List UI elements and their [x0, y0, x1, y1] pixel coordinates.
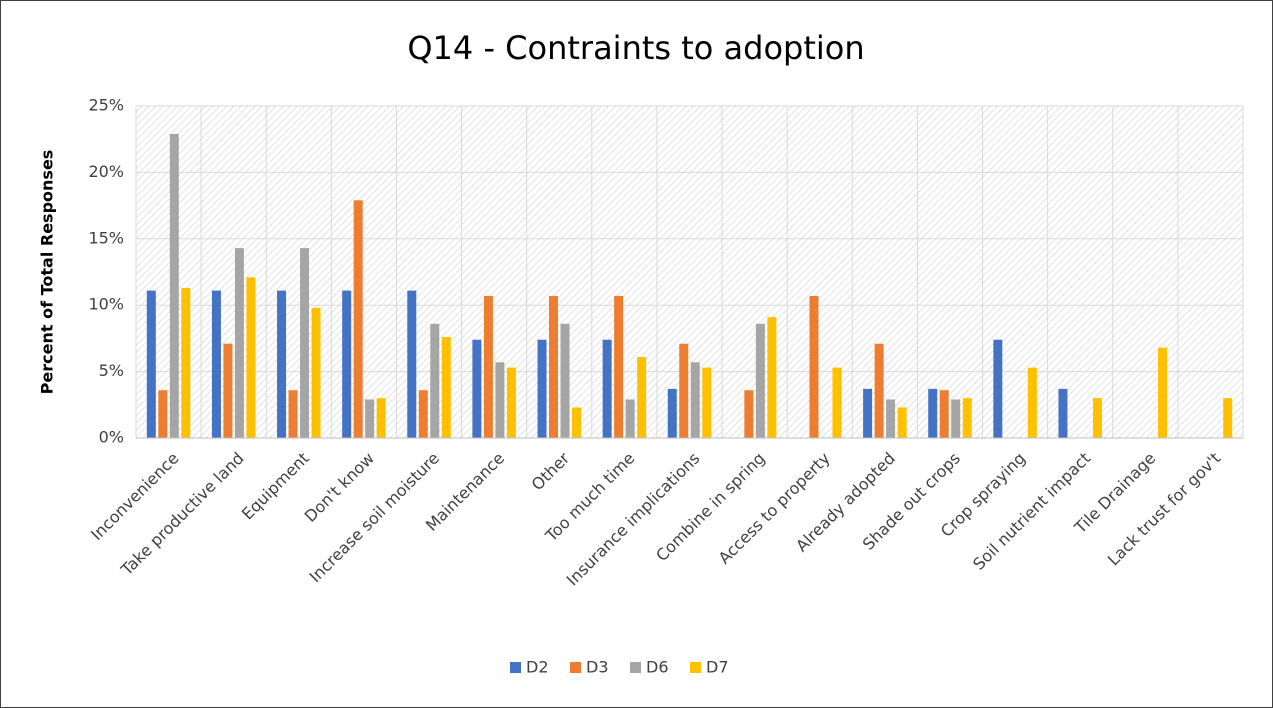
y-tick-label: 5%: [99, 361, 124, 380]
chart-title: Q14 - Contraints to adoption: [407, 29, 864, 67]
bar: [223, 343, 233, 438]
bar: [430, 323, 440, 438]
bar: [951, 399, 961, 438]
bar: [832, 367, 842, 438]
bar: [506, 367, 516, 438]
y-tick-label: 20%: [88, 162, 124, 181]
bar: [1223, 398, 1233, 438]
bar: [863, 388, 873, 438]
bar: [146, 290, 156, 438]
bar: [767, 317, 777, 438]
bar: [537, 339, 547, 438]
bar: [874, 343, 884, 438]
bar: [211, 290, 221, 438]
bar: [311, 307, 321, 438]
bar: [300, 248, 310, 438]
bar: [602, 339, 612, 438]
bar: [549, 295, 559, 438]
y-tick-label: 15%: [88, 228, 124, 247]
bar: [939, 390, 949, 438]
bar: [169, 133, 179, 438]
bar: [277, 290, 287, 438]
bar: [418, 390, 428, 438]
bar: [886, 399, 896, 438]
bar: [744, 390, 754, 438]
bar: [246, 277, 256, 438]
legend-swatch: [630, 662, 641, 673]
bar: [483, 295, 493, 438]
bar: [1158, 347, 1168, 438]
bar: [690, 362, 700, 438]
bar: [472, 339, 482, 438]
bar: [897, 407, 907, 438]
y-axis-title: Percent of Total Responses: [38, 150, 57, 395]
bar: [158, 390, 168, 438]
y-tick-label: 0%: [99, 428, 124, 447]
bar: [667, 388, 677, 438]
bar: [614, 295, 624, 438]
bar: [181, 287, 191, 438]
bar: [702, 367, 712, 438]
bar: [809, 295, 819, 438]
bar: [679, 343, 689, 438]
bar: [407, 290, 417, 438]
bar: [928, 388, 938, 438]
legend-label: D7: [706, 658, 729, 677]
bar: [495, 362, 505, 438]
legend-label: D3: [586, 658, 609, 677]
legend-swatch: [690, 662, 701, 673]
bar: [342, 290, 352, 438]
bar: [755, 323, 765, 438]
bar: [1058, 388, 1068, 438]
legend-swatch: [510, 662, 521, 673]
y-tick-label: 25%: [88, 96, 124, 115]
bar: [376, 398, 386, 438]
bar: [441, 337, 451, 438]
bar: [234, 248, 244, 438]
bar: [365, 399, 375, 438]
legend-swatch: [570, 662, 581, 673]
y-tick-label: 10%: [88, 295, 124, 314]
bar: [962, 398, 972, 438]
legend-label: D6: [646, 658, 669, 677]
bar: [637, 356, 647, 438]
bar: [353, 200, 363, 438]
bar: [993, 339, 1003, 438]
bar: [1092, 398, 1102, 438]
legend-label: D2: [526, 658, 549, 677]
bar: [560, 323, 570, 438]
bar: [1027, 367, 1037, 438]
bar: [572, 407, 582, 438]
bar: [288, 390, 298, 438]
bar: [625, 399, 635, 438]
